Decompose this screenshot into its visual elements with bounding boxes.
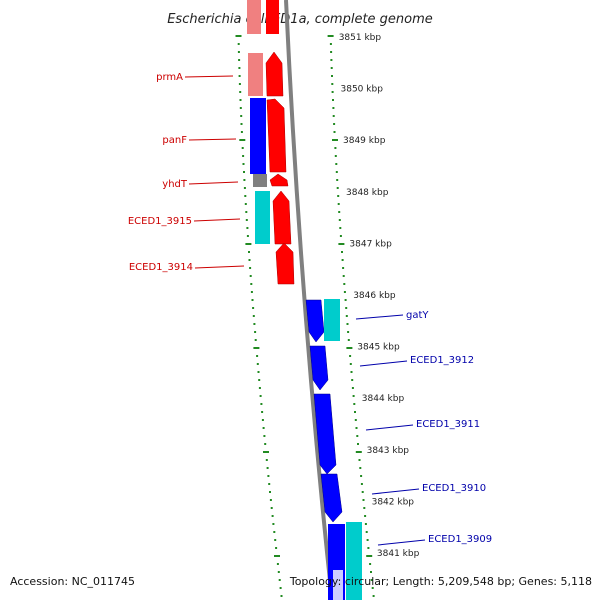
gene-gatY — [305, 299, 325, 343]
tick-label: 3849 kbp — [343, 136, 386, 146]
leader-ECED1_3911 — [365, 424, 414, 431]
feature-rna-3909 — [346, 522, 362, 600]
genome-title: Escherichia coli ED1a, complete genome — [167, 12, 433, 27]
genome-backbone — [284, 0, 334, 600]
label-ECED1_3914: ECED1_3914 — [129, 262, 193, 273]
tick-labels: 3851 kbp 3850 kbp 3849 kbp 3848 kbp 3847 kbp… — [339, 33, 420, 559]
tick-label: 3842 kbp — [372, 497, 415, 507]
accession-text: Accession: NC_011745 — [10, 575, 136, 588]
gene-panF — [266, 98, 287, 173]
left-labels: prmA panF yhdT ECED1_3915 ECED1_3914 — [128, 72, 245, 273]
feature-pale-bottom — [333, 570, 343, 600]
tick-label: 3846 kbp — [353, 291, 396, 301]
gene-ECED1_3912 — [309, 345, 329, 391]
leader-prmA — [184, 75, 234, 78]
tick-track-left — [235, 35, 283, 597]
feature-rna-3915 — [255, 191, 270, 244]
gene-ECED1_3914 — [275, 242, 295, 285]
feature-rna-prmA — [248, 53, 263, 96]
leader-ECED1_3915 — [193, 218, 241, 222]
right-labels: gatY ECED1_3912 ECED1_3911 ECED1_3910 EC… — [355, 310, 492, 546]
feature-forward-top — [266, 0, 279, 34]
label-panF: panF — [162, 135, 187, 146]
tick-label: 3845 kbp — [357, 343, 400, 353]
gene-prmA — [265, 51, 284, 97]
feature-rna-gatY — [324, 299, 340, 341]
label-prmA: prmA — [156, 72, 183, 83]
gene-ECED1_3910 — [320, 473, 343, 523]
feature-reverse-panF — [250, 98, 266, 174]
leader-ECED1_3910 — [371, 488, 420, 495]
label-ECED1_3909: ECED1_3909 — [428, 534, 492, 545]
tick-label: 3850 kbp — [341, 85, 384, 95]
tick-label: 3844 kbp — [362, 394, 405, 404]
tick-label: 3851 kbp — [339, 33, 382, 43]
feature-rna-top — [247, 0, 261, 34]
label-ECED1_3910: ECED1_3910 — [422, 483, 486, 494]
leader-ECED1_3914 — [194, 265, 245, 269]
tick-label: 3847 kbp — [349, 239, 392, 249]
label-ECED1_3912: ECED1_3912 — [410, 355, 474, 366]
genome-stats-text: Topology: circular; Length: 5,209,548 bp… — [289, 575, 592, 588]
leader-ECED1_3912 — [359, 360, 408, 367]
tick-label: 3848 kbp — [346, 188, 389, 198]
label-yhdT: yhdT — [162, 179, 188, 190]
gene-yhdT — [269, 173, 289, 187]
leader-panF — [188, 138, 237, 141]
tick-label: 3841 kbp — [377, 549, 420, 559]
leader-gatY — [355, 314, 404, 320]
tick-label: 3843 kbp — [367, 446, 410, 456]
label-ECED1_3911: ECED1_3911 — [416, 419, 480, 430]
feature-pseudo-yhdT — [253, 174, 267, 187]
tick-track-right — [327, 35, 375, 597]
leader-ECED1_3909 — [377, 539, 426, 546]
gene-ECED1_3911 — [313, 393, 337, 475]
gene-ECED1_3915 — [272, 190, 292, 245]
label-gatY: gatY — [406, 310, 429, 321]
leader-yhdT — [188, 181, 239, 185]
label-ECED1_3915: ECED1_3915 — [128, 216, 192, 227]
